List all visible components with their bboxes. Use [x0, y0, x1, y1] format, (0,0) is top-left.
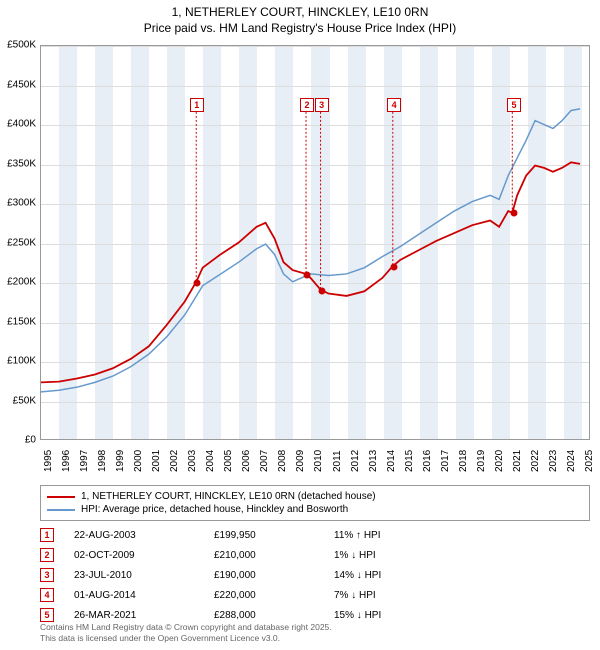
transaction-dot [193, 280, 200, 287]
transaction-row: 401-AUG-2014£220,0007% ↓ HPI [40, 585, 590, 605]
transaction-marker: 2 [300, 98, 314, 112]
transaction-row: 202-OCT-2009£210,0001% ↓ HPI [40, 545, 590, 565]
transaction-marker: 5 [507, 98, 521, 112]
chart-title: 1, NETHERLEY COURT, HINCKLEY, LE10 0RN [0, 0, 600, 21]
transaction-dot [511, 210, 518, 217]
transaction-row: 122-AUG-2003£199,95011% ↑ HPI [40, 525, 590, 545]
legend-item-property: 1, NETHERLEY COURT, HINCKLEY, LE10 0RN (… [47, 490, 583, 503]
chart-subtitle: Price paid vs. HM Land Registry's House … [0, 21, 600, 43]
transactions-table: 122-AUG-2003£199,95011% ↑ HPI202-OCT-200… [40, 525, 590, 625]
transaction-row: 323-JUL-2010£190,00014% ↓ HPI [40, 565, 590, 585]
transaction-marker: 4 [387, 98, 401, 112]
transaction-marker: 3 [315, 98, 329, 112]
transaction-dot [318, 287, 325, 294]
transaction-marker: 1 [190, 98, 204, 112]
chart-plot-area: 12345 [40, 45, 590, 440]
x-axis: 1995199619971998199920002001200220032004… [40, 442, 590, 482]
chart-legend: 1, NETHERLEY COURT, HINCKLEY, LE10 0RN (… [40, 485, 590, 521]
transaction-dot [303, 272, 310, 279]
transaction-dot [391, 264, 398, 271]
y-axis: £0£50K£100K£150K£200K£250K£300K£350K£400… [0, 45, 38, 440]
footer-attribution: Contains HM Land Registry data © Crown c… [40, 622, 590, 644]
legend-item-hpi: HPI: Average price, detached house, Hinc… [47, 503, 583, 516]
